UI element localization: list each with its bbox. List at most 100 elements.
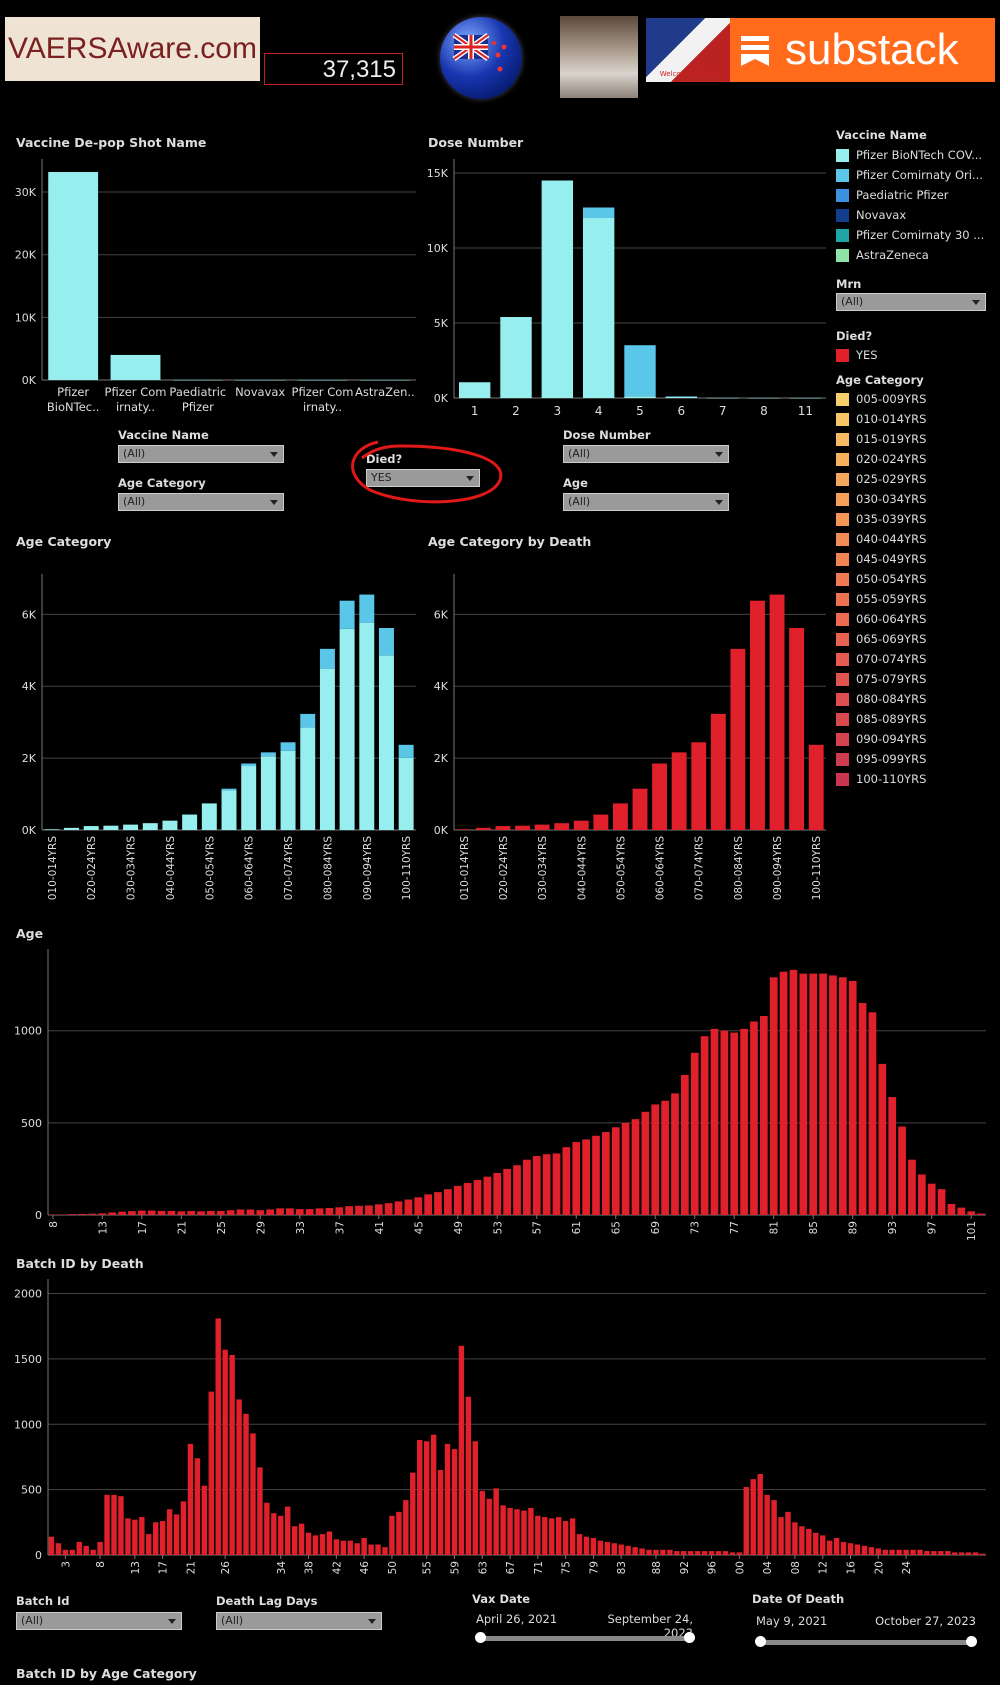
bar [236,1399,242,1555]
legend-label: Pfizer BioNTech COV... [856,148,983,162]
bar [681,1074,689,1215]
bar [958,1552,965,1555]
age-category-legend-item[interactable]: 015-019YRS [836,429,996,449]
died-dropdown[interactable]: YES [366,469,480,487]
death-lag-days-value: (All) [221,1614,244,1627]
bar [365,1205,373,1215]
legend-label: 055-059YRS [856,592,927,606]
age-category-legend-item[interactable]: 035-039YRS [836,509,996,529]
vaccine-legend-item[interactable]: Novavax [836,205,996,225]
date-of-death-start-handle[interactable] [755,1636,766,1647]
bar [660,1549,666,1555]
date-of-death-end-handle[interactable] [966,1636,977,1647]
age-category-legend-item[interactable]: 090-094YRS [836,729,996,749]
age-dropdown[interactable]: (All) [563,493,729,511]
bar [44,829,60,830]
nz-flag-icon[interactable] [440,17,522,99]
x-tick-label: irnaty.. [116,400,155,414]
legend-label: 035-039YRS [856,512,927,526]
legend-swatch [836,613,849,626]
bar [729,1552,736,1555]
bar [665,396,698,398]
bar [58,1214,67,1215]
bar [278,1515,284,1555]
age-category-legend-item[interactable]: 050-054YRS [836,569,996,589]
vaccine-legend-item[interactable]: Pfizer BioNTech COV... [836,145,996,165]
bar [740,1028,748,1215]
vaccine-legend-item[interactable]: Paediatric Pfizer [836,185,996,205]
age-category-legend-item[interactable]: 010-014YRS [836,409,996,429]
age-category-legend-item[interactable]: 025-029YRS [836,469,996,489]
x-tick-label: 42 [331,1561,343,1574]
age-category-legend-item[interactable]: 075-079YRS [836,669,996,689]
age-category-legend-item[interactable]: 065-069YRS [836,629,996,649]
vaccine-legend-item[interactable]: Pfizer Comirnaty Ori... [836,165,996,185]
age-category-legend-item[interactable]: 005-009YRS [836,389,996,409]
bar [611,1127,620,1215]
age-value: (All) [568,495,591,508]
bar [173,1514,180,1555]
bar [180,1501,187,1555]
bar [854,1544,861,1555]
nz-flag-graphic [452,32,507,72]
age-chart: 0 500 1000 8 13 17 21 25 29 33 37 41 45 49 53 57 61 65 69 7… [14,949,986,1241]
y-tick-label: 0 [35,1549,42,1562]
legend-label: 090-094YRS [856,732,927,746]
bar [78,1213,87,1215]
x-tick-label: 060-064YRS [244,836,256,901]
bar [215,1318,221,1555]
age-category-legend-item[interactable]: 030-034YRS [836,489,996,509]
legend-swatch [836,513,849,526]
age-category-legend-item[interactable]: 020-024YRS [836,449,996,469]
bar [235,379,286,381]
age-category-legend-item[interactable]: 040-044YRS [836,529,996,549]
x-tick-label: 101 [966,1221,978,1241]
bar [542,1154,551,1215]
bar [300,713,316,728]
substack-link[interactable]: substack [730,18,995,82]
bar [612,803,628,830]
bar [398,744,414,758]
bar [355,1205,363,1215]
eagle-badge-image[interactable] [646,18,730,82]
bar [848,980,857,1215]
bar [792,1522,798,1555]
bar [361,1538,367,1555]
mrn-dropdown[interactable]: (All) [836,293,986,311]
died-legend-item[interactable]: YES [836,345,996,365]
x-tick-label: 59 [449,1561,461,1574]
age-category-legend-item[interactable]: 100-110YRS [836,769,996,789]
bar [661,1100,669,1215]
date-of-death-slider-track[interactable] [758,1640,973,1645]
vaccine-legend-item[interactable]: AstraZeneca [836,245,996,265]
age-category-legend-item[interactable]: 070-074YRS [836,649,996,669]
bar [639,1548,645,1555]
bar [108,1212,117,1215]
dose-number-dropdown[interactable]: (All) [563,445,729,463]
vax-date-slider-track[interactable] [478,1636,691,1641]
vax-date-start-handle[interactable] [475,1632,486,1643]
age-category-legend-item[interactable]: 085-089YRS [836,709,996,729]
vaccine-legend-item[interactable]: Pfizer Comirnaty 30 ... [836,225,996,245]
legend-swatch [836,249,849,262]
age-category-legend-item[interactable]: 080-084YRS [836,689,996,709]
site-logo[interactable]: VAERSAware.com [5,17,260,81]
y-tick-label: 15K [427,167,449,180]
age-category-legend-item[interactable]: 045-049YRS [836,549,996,569]
bar [221,788,237,791]
death-lag-days-dropdown[interactable]: (All) [216,1612,382,1630]
age-category-legend-item[interactable]: 060-064YRS [836,609,996,629]
filter-label-age: Age [563,476,588,490]
bar [444,1189,452,1215]
vaccine-name-dropdown[interactable]: (All) [118,445,284,463]
x-tick-label: 1 [471,404,479,418]
age-category-legend-item[interactable]: 055-059YRS [836,589,996,609]
age-category-legend-item[interactable]: 095-099YRS [836,749,996,769]
portrait-image[interactable] [560,16,638,98]
vax-date-end-handle[interactable] [684,1632,695,1643]
legend-swatch [836,573,849,586]
bar [819,973,827,1215]
age-category-dropdown[interactable]: (All) [118,493,284,511]
legend-label: 025-029YRS [856,472,927,486]
batch-id-dropdown[interactable]: (All) [16,1612,182,1630]
